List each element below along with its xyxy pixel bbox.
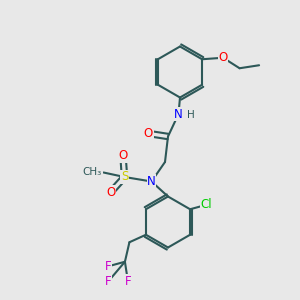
Text: F: F: [105, 260, 112, 273]
Text: N: N: [174, 107, 183, 121]
Text: O: O: [106, 185, 116, 199]
Text: N: N: [147, 175, 156, 188]
Text: Cl: Cl: [201, 198, 212, 211]
Text: F: F: [124, 275, 131, 288]
Text: S: S: [121, 170, 128, 184]
Text: O: O: [218, 51, 228, 64]
Text: H: H: [187, 110, 195, 121]
Text: CH₃: CH₃: [83, 167, 102, 178]
Text: F: F: [105, 275, 112, 288]
Text: O: O: [118, 149, 127, 163]
Text: O: O: [144, 127, 153, 140]
